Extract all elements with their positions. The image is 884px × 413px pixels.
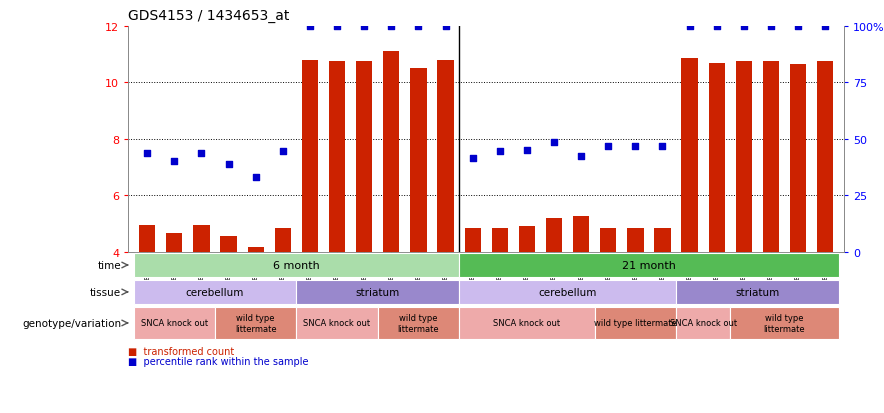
Text: wild type
littermate: wild type littermate — [764, 313, 805, 333]
Text: cerebellum: cerebellum — [186, 287, 244, 297]
Bar — [682, 59, 697, 252]
Point — [601, 143, 615, 150]
Bar — [763, 62, 779, 252]
Bar — [296, 307, 377, 339]
Bar — [383, 52, 400, 252]
Bar — [730, 307, 839, 339]
Text: SNCA knock out: SNCA knock out — [141, 319, 208, 328]
Bar — [790, 65, 806, 252]
Point — [791, 24, 805, 30]
Text: tissue: tissue — [90, 287, 121, 297]
Bar — [492, 228, 508, 252]
Point — [492, 149, 507, 155]
Text: 21 month: 21 month — [622, 260, 676, 271]
Bar — [600, 228, 616, 252]
Point — [167, 159, 181, 165]
Bar — [133, 307, 215, 339]
Bar — [194, 225, 210, 252]
Bar — [301, 61, 318, 252]
Point — [629, 143, 643, 150]
Bar — [459, 307, 595, 339]
Bar — [166, 234, 182, 252]
Point — [547, 139, 561, 145]
Bar — [133, 280, 296, 304]
Point — [222, 161, 236, 168]
Text: wild type
littermate: wild type littermate — [235, 313, 277, 333]
Point — [303, 24, 317, 30]
Text: wild type
littermate: wild type littermate — [398, 313, 439, 333]
Bar — [459, 280, 676, 304]
Bar — [377, 307, 459, 339]
Bar — [329, 62, 345, 252]
Bar — [735, 62, 752, 252]
Bar — [654, 228, 671, 252]
Bar — [275, 228, 291, 252]
Point — [330, 24, 344, 30]
Point — [710, 24, 724, 30]
Point — [438, 24, 453, 30]
Point — [819, 24, 833, 30]
Point — [466, 156, 480, 162]
Text: cerebellum: cerebellum — [538, 287, 597, 297]
Bar — [709, 64, 725, 252]
Bar — [676, 307, 730, 339]
Bar — [248, 248, 263, 252]
Point — [655, 143, 669, 150]
Bar — [573, 217, 590, 252]
Bar — [628, 228, 644, 252]
Bar — [817, 62, 834, 252]
Bar — [519, 227, 535, 252]
Text: SNCA knock out: SNCA knock out — [303, 319, 370, 328]
Point — [248, 174, 263, 180]
Bar — [438, 61, 453, 252]
Text: 6 month: 6 month — [273, 260, 320, 271]
Point — [276, 149, 290, 155]
Point — [736, 24, 751, 30]
Bar — [133, 253, 459, 278]
Bar — [410, 69, 427, 252]
Point — [385, 24, 399, 30]
Bar — [296, 280, 459, 304]
Text: GDS4153 / 1434653_at: GDS4153 / 1434653_at — [128, 9, 290, 23]
Point — [140, 150, 154, 157]
Bar — [546, 218, 562, 252]
Bar — [464, 228, 481, 252]
Point — [411, 24, 425, 30]
Bar — [676, 280, 839, 304]
Bar — [220, 237, 237, 252]
Text: striatum: striatum — [735, 287, 780, 297]
Bar — [139, 225, 156, 252]
Text: ■  percentile rank within the sample: ■ percentile rank within the sample — [128, 356, 309, 366]
Bar — [215, 307, 296, 339]
Bar — [595, 307, 676, 339]
Point — [357, 24, 371, 30]
Point — [682, 24, 697, 30]
Text: ■  transformed count: ■ transformed count — [128, 346, 234, 356]
Text: genotype/variation: genotype/variation — [22, 318, 121, 328]
Point — [574, 153, 588, 159]
Text: time: time — [97, 260, 121, 271]
Point — [194, 150, 209, 157]
Point — [520, 147, 534, 154]
Point — [764, 24, 778, 30]
Bar — [356, 62, 372, 252]
Bar — [459, 253, 839, 278]
Text: striatum: striatum — [355, 287, 400, 297]
Text: wild type littermate: wild type littermate — [594, 319, 677, 328]
Text: SNCA knock out: SNCA knock out — [669, 319, 736, 328]
Text: SNCA knock out: SNCA knock out — [493, 319, 560, 328]
